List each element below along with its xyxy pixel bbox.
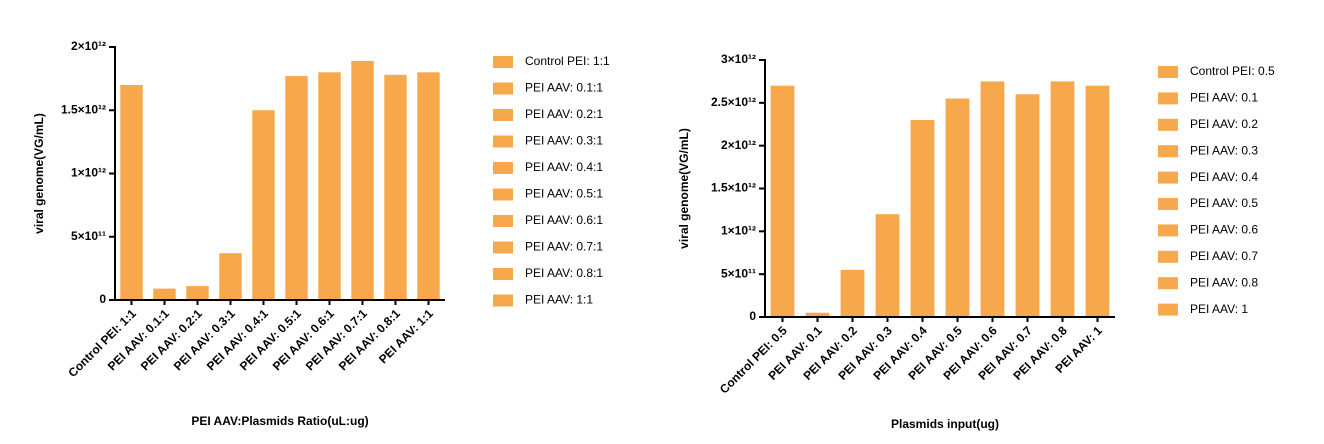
- legend-swatch: [1158, 250, 1178, 263]
- bar: [318, 72, 341, 300]
- y-tick-label: 1.5×10¹²: [711, 181, 756, 195]
- legend-label: PEI AAV: 0.8: [1190, 275, 1258, 289]
- legend-swatch: [493, 188, 513, 201]
- x-axis-label: PEI AAV:Plasmids Ratio(uL:ug): [191, 414, 368, 428]
- legend-swatch: [1158, 145, 1178, 158]
- legend-label: PEI AAV: 0.4: [1190, 170, 1258, 184]
- y-tick-label: 0: [749, 309, 756, 323]
- bar: [1085, 85, 1110, 317]
- bar: [945, 98, 970, 317]
- legend-swatch: [493, 241, 513, 254]
- legend-label: PEI AAV: 0.2: [1190, 117, 1258, 131]
- y-axis-label: viral genome(VG/mL): [32, 113, 46, 234]
- bar: [910, 119, 935, 317]
- bar: [1050, 81, 1075, 318]
- legend-label: PEI AAV: 1:1: [525, 293, 593, 307]
- legend-swatch: [1158, 277, 1178, 290]
- legend-swatch: [1158, 303, 1178, 316]
- legend-label: PEI AAV: 0.1: [1190, 91, 1258, 105]
- legend-label: PEI AAV: 0.4:1: [525, 160, 603, 174]
- y-tick-label: 2×10¹²: [721, 138, 756, 152]
- legend-swatch: [1158, 198, 1178, 210]
- bar: [384, 74, 407, 300]
- bar: [417, 72, 440, 300]
- y-tick-label: 3×10¹²: [721, 52, 756, 66]
- bar: [980, 81, 1005, 318]
- legend-swatch: [1158, 224, 1178, 237]
- y-tick-label: 2.5×10¹²: [711, 95, 756, 109]
- legend-swatch: [493, 294, 513, 307]
- legend-swatch: [493, 215, 513, 227]
- legend-label: PEI AAV: 1: [1190, 302, 1248, 316]
- legend-swatch: [1158, 171, 1178, 184]
- bar: [120, 84, 143, 300]
- legend-swatch: [493, 109, 513, 121]
- y-tick-label: 5×10¹¹: [71, 229, 106, 243]
- legend-label: PEI AAV: 0.2:1: [525, 107, 603, 121]
- legend-swatch: [1158, 118, 1178, 131]
- bar: [875, 214, 900, 317]
- bar: [351, 60, 374, 300]
- legend-label: PEI AAV: 0.8:1: [525, 266, 603, 280]
- y-tick-label: 1.5×10¹²: [61, 102, 106, 116]
- legend-label: PEI AAV: 0.7:1: [525, 240, 603, 254]
- y-tick-label: 5×10¹¹: [721, 266, 756, 280]
- y-tick-label: 2×10¹²: [71, 39, 106, 53]
- legend-label: PEI AAV: 0.7: [1190, 249, 1258, 263]
- x-axis-label: Plasmids input(ug): [891, 417, 999, 431]
- legend-label: PEI AAV: 0.5:1: [525, 187, 603, 201]
- y-tick-label: 0: [99, 292, 106, 306]
- bar: [1015, 94, 1040, 318]
- legend-swatch: [493, 135, 513, 148]
- legend-label: Control PEI: 0.5: [1190, 64, 1275, 78]
- y-axis-label: viral genome(VG/mL): [677, 128, 691, 249]
- bar: [285, 76, 308, 300]
- bar: [840, 269, 865, 317]
- bar: [186, 286, 209, 300]
- bar: [805, 312, 830, 317]
- legend-label: PEI AAV: 0.5: [1190, 196, 1258, 210]
- legend-swatch: [493, 82, 513, 95]
- y-tick-label: 1×10¹²: [721, 224, 756, 238]
- legend-label: PEI AAV: 0.1:1: [525, 81, 603, 95]
- legend-swatch: [493, 162, 513, 174]
- bar: [153, 288, 176, 300]
- legend-label: PEI AAV: 0.6:1: [525, 213, 603, 227]
- legend-swatch: [493, 268, 513, 280]
- legend-label: Control PEI: 1:1: [525, 54, 610, 68]
- legend-label: PEI AAV: 0.6: [1190, 223, 1258, 237]
- bar: [770, 85, 795, 317]
- legend-label: PEI AAV: 0.3:1: [525, 134, 603, 148]
- legend-label: PEI AAV: 0.3: [1190, 143, 1258, 157]
- y-tick-label: 1×10¹²: [71, 166, 106, 180]
- bar: [219, 253, 242, 300]
- legend-swatch: [1158, 92, 1178, 105]
- bar: [252, 110, 275, 300]
- legend-swatch: [1158, 66, 1178, 78]
- legend-swatch: [493, 56, 513, 68]
